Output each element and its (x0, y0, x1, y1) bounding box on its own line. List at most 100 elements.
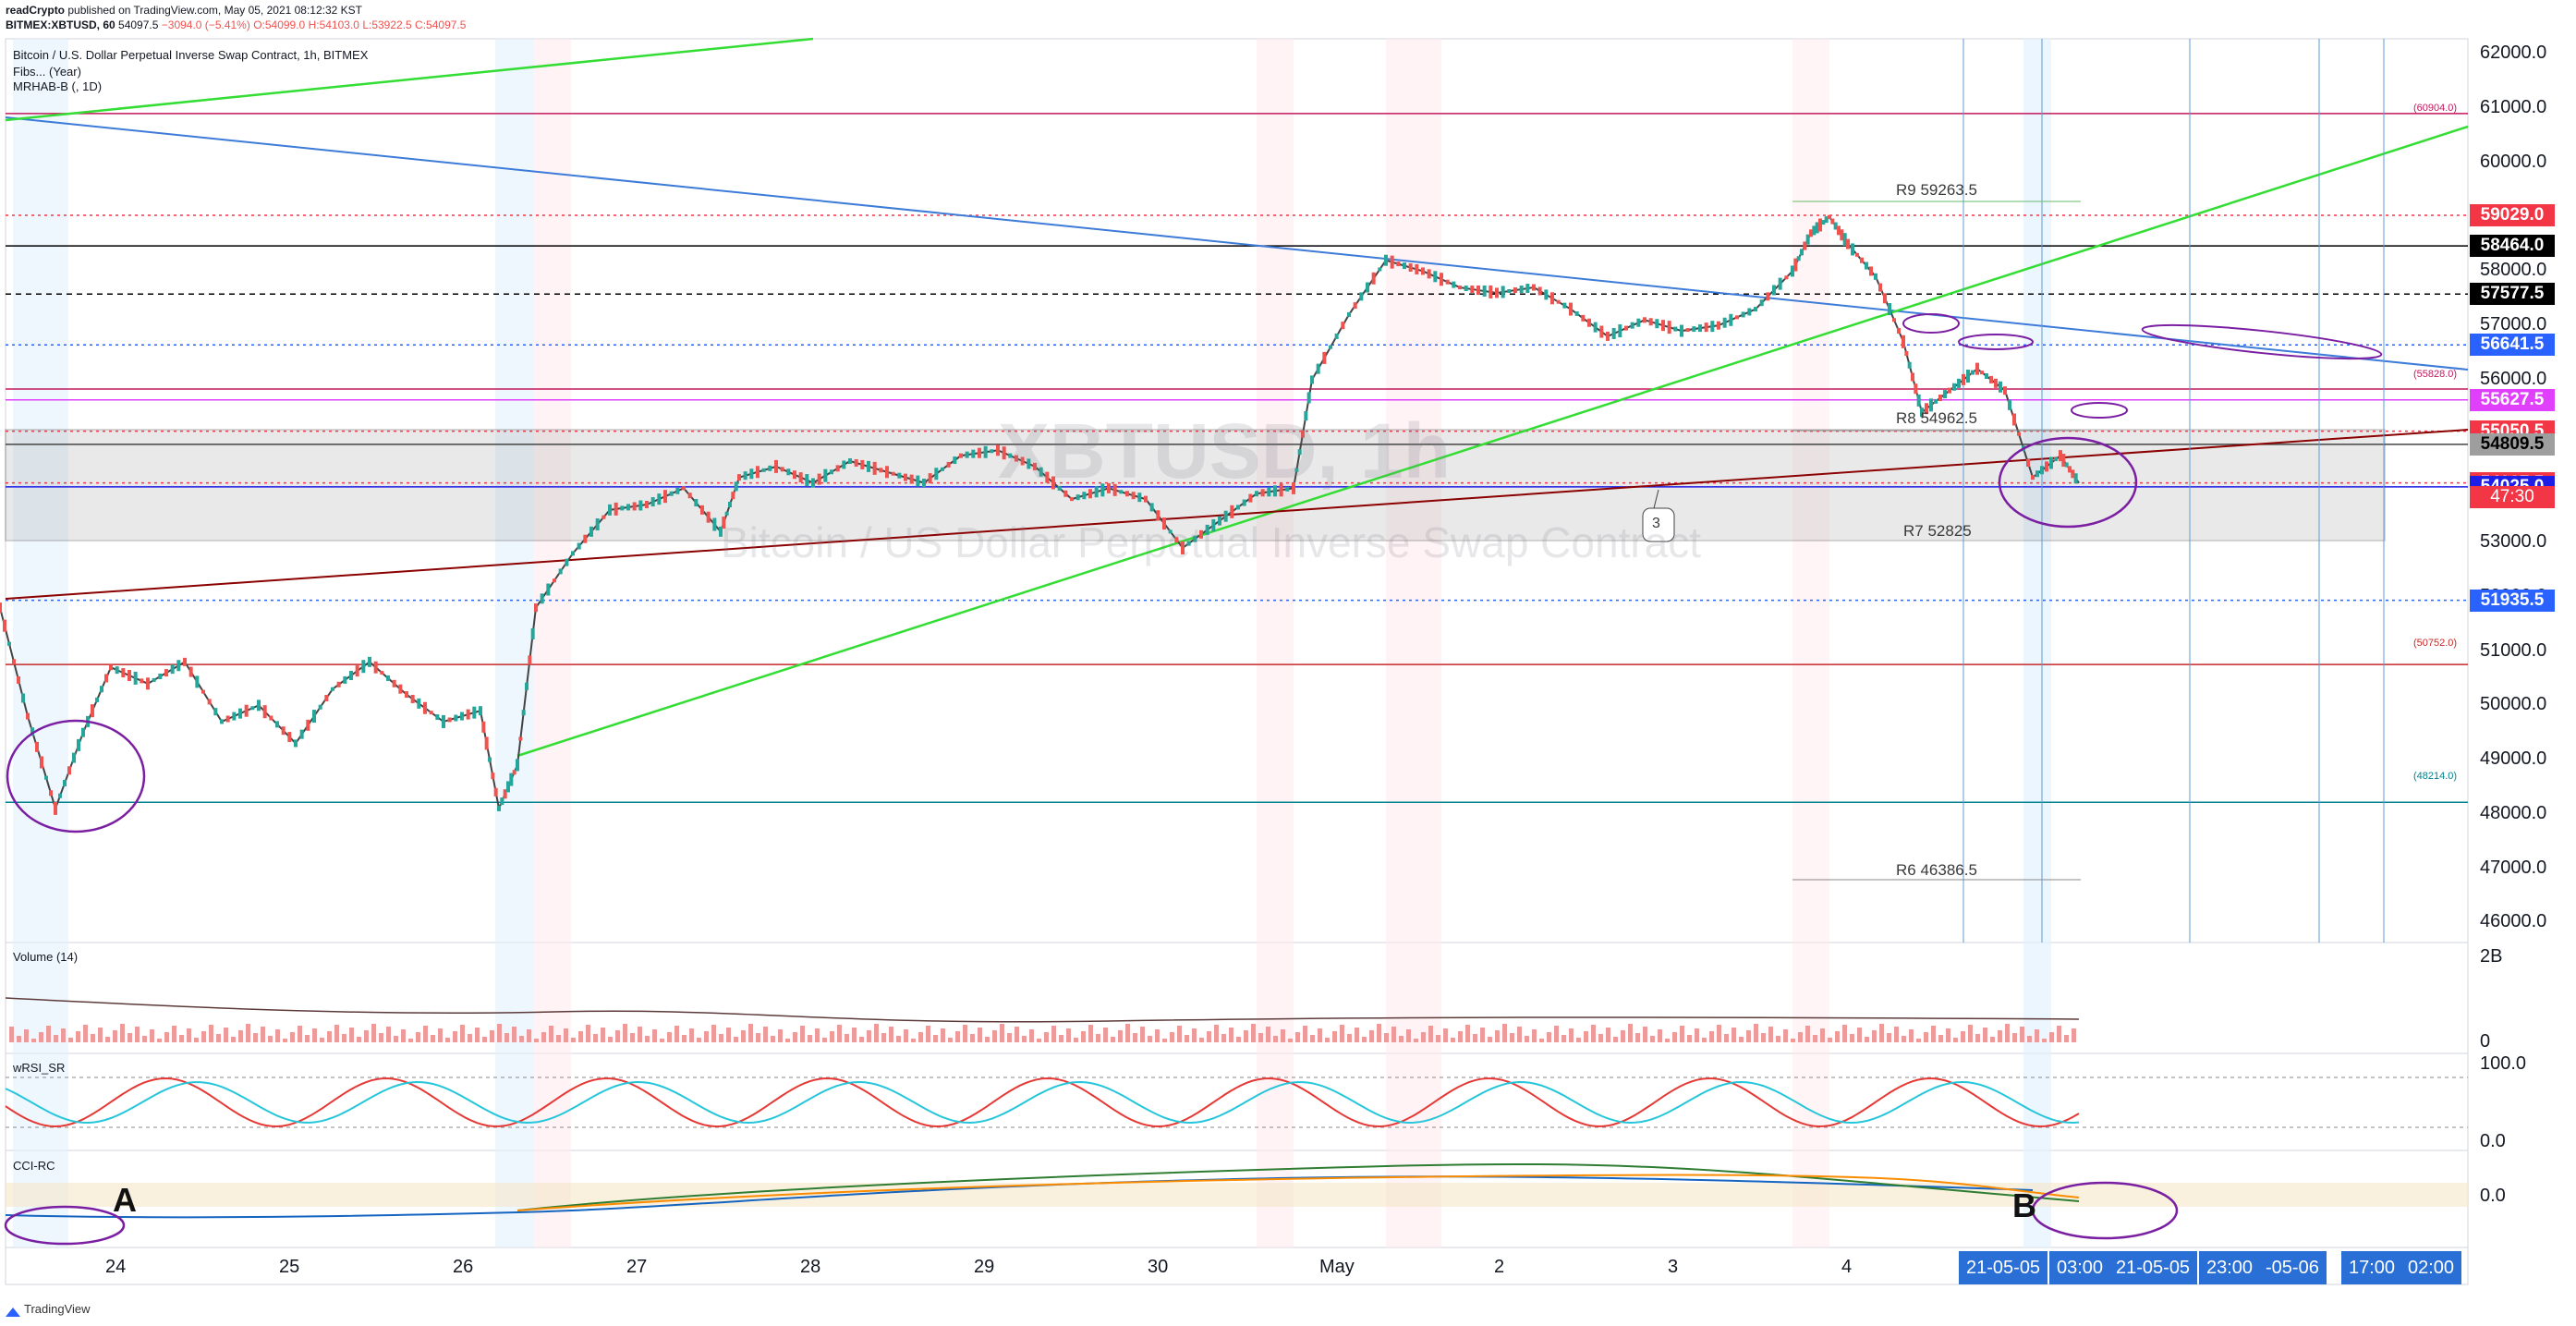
candle (312, 710, 316, 724)
descending-trendline[interactable] (5, 116, 2469, 371)
upper-trendline-green[interactable] (5, 37, 814, 122)
candle (318, 704, 322, 710)
candle (1916, 394, 1921, 407)
volume-bar (1273, 1036, 1278, 1042)
candle (805, 474, 809, 487)
candle (1329, 345, 1332, 349)
volume-bar (1650, 1036, 1655, 1042)
candle (1815, 222, 1819, 234)
candle (983, 445, 988, 458)
volume-bar (763, 1027, 768, 1042)
candle (1624, 325, 1628, 331)
volume-bar (364, 1030, 369, 1042)
volume-bar (157, 1039, 162, 1042)
candle (687, 493, 692, 499)
volume-bar (1192, 1028, 1197, 1042)
candle (1174, 537, 1179, 543)
volume-bar (904, 1029, 908, 1042)
ascending-trendline-green[interactable] (516, 125, 2469, 758)
volume-bar (1096, 1034, 1100, 1042)
volume-bar (1975, 1034, 1980, 1042)
circle-annotation[interactable] (2031, 1181, 2179, 1240)
candle (971, 449, 976, 458)
candle (722, 517, 726, 529)
volume-bar (608, 1037, 613, 1042)
ellipse-annotation[interactable] (2141, 318, 2383, 365)
volume-bar (1406, 1029, 1411, 1042)
volume-bar (1746, 1030, 1751, 1042)
price-tag: 55627.5 (2470, 388, 2555, 411)
volume-bar (1953, 1038, 1958, 1042)
candle (429, 711, 433, 715)
volume-bar (1702, 1038, 1707, 1042)
volume-bar (1051, 1026, 1056, 1042)
candle (1415, 263, 1419, 274)
volume-bar (1488, 1037, 1492, 1042)
circle-annotation[interactable] (1902, 313, 1960, 334)
candle (589, 526, 593, 537)
volume-bar (1295, 1032, 1300, 1042)
volume-bar (1983, 1028, 1987, 1042)
candle (1833, 222, 1838, 230)
candle (583, 534, 588, 543)
circle-annotation[interactable] (1998, 436, 2138, 529)
price-levels (6, 113, 2468, 803)
volume-bar (1613, 1037, 1618, 1042)
candle (1427, 269, 1431, 279)
candle (965, 451, 969, 458)
volume-bar (379, 1033, 383, 1042)
circle-annotation[interactable] (6, 719, 146, 833)
circle-annotation[interactable] (2071, 402, 2128, 419)
candle (860, 459, 865, 469)
candle (1704, 322, 1708, 333)
candle (823, 468, 828, 482)
candle (1772, 285, 1776, 296)
candle (500, 797, 504, 806)
candle (423, 701, 427, 714)
circle-annotation[interactable] (1958, 334, 2034, 350)
volume-bar (1133, 1033, 1137, 1042)
y-tick-label: 51000.0 (2480, 639, 2547, 661)
volume-bar (985, 1037, 990, 1042)
volume-bar (312, 1028, 317, 1042)
volume-bar (1318, 1028, 1322, 1042)
volume-bar (1761, 1033, 1766, 1042)
volume-bar (571, 1038, 576, 1042)
candle (1883, 293, 1887, 304)
volume-bar (1125, 1024, 1130, 1042)
candle (978, 447, 981, 458)
candle (1255, 491, 1258, 497)
volume-bar (1000, 1024, 1004, 1042)
candle (1599, 325, 1604, 338)
candle (115, 666, 119, 675)
volume-bar (1517, 1027, 1522, 1042)
candle (1057, 485, 1062, 491)
candle (675, 487, 680, 494)
callout-box[interactable] (1642, 507, 1675, 542)
candle (1655, 319, 1659, 329)
volume-bar (209, 1025, 213, 1042)
x-highlight-label: 21-05-05 (1959, 1251, 2048, 1284)
circle-annotation[interactable] (4, 1205, 126, 1246)
candle (1904, 351, 1909, 357)
volume-bar (881, 1033, 886, 1042)
candle (645, 500, 649, 508)
volume-bar (253, 1033, 258, 1042)
candle (1837, 225, 1841, 236)
volume-bar (283, 1039, 287, 1042)
volume-bar (1717, 1025, 1721, 1042)
candle (1971, 370, 1975, 375)
x-highlight-label: 21-05-05 (2108, 1251, 2198, 1284)
volume-bar (978, 1028, 982, 1042)
volume-bar (1251, 1024, 1256, 1042)
candle (512, 770, 516, 775)
volume-bar (1118, 1030, 1123, 1042)
candle (1544, 289, 1549, 300)
volume-bar (1968, 1025, 1973, 1042)
volume-bar (9, 1027, 14, 1042)
volume-bar (1022, 1036, 1027, 1042)
candle (7, 641, 11, 646)
candle (657, 493, 662, 505)
volume-bar (955, 1031, 960, 1042)
